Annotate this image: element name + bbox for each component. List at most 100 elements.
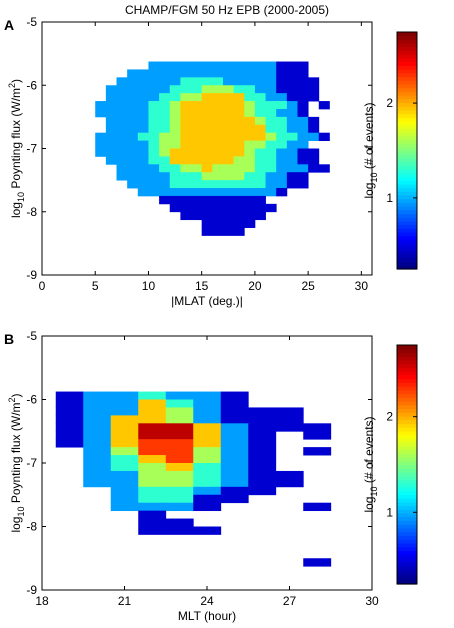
heatmap-cell xyxy=(222,101,235,110)
heatmap-cell xyxy=(222,219,235,228)
heatmap-cell xyxy=(137,69,149,78)
heatmap-cell xyxy=(127,77,139,86)
heatmap-cell xyxy=(55,431,84,440)
heatmap-cell xyxy=(297,148,309,157)
heatmap-cell xyxy=(180,101,192,110)
heatmap-cell xyxy=(297,85,309,94)
x-tick-label: 21 xyxy=(118,594,132,608)
heatmap-cell xyxy=(95,140,107,149)
heatmap-cell xyxy=(169,148,181,157)
heatmap-cell xyxy=(55,407,84,416)
heatmap-cell xyxy=(180,108,192,118)
colorbar-label: log10 (# of events) xyxy=(362,416,379,512)
heatmap-cell xyxy=(233,188,245,197)
heatmap-cell xyxy=(137,172,149,181)
heatmap-cell xyxy=(159,116,171,126)
colorbar-step xyxy=(397,183,417,189)
heatmap-cell xyxy=(286,93,298,102)
heatmap-cell xyxy=(212,69,224,78)
colorbar-step xyxy=(397,576,417,581)
heatmap-cell xyxy=(110,455,139,464)
heatmap-cell xyxy=(233,69,245,78)
colorbar-step xyxy=(397,198,417,203)
heatmap-cell xyxy=(248,439,277,448)
heatmap-cell xyxy=(318,164,330,173)
heatmap-cell xyxy=(116,148,128,157)
heatmap-cell xyxy=(148,132,160,141)
colorbar-step xyxy=(397,408,417,413)
colorbar-step xyxy=(397,57,417,63)
heatmap-cell xyxy=(180,124,192,134)
heatmap-cell xyxy=(286,180,298,189)
heatmap-cell xyxy=(148,116,160,126)
colorbar-step xyxy=(397,117,417,122)
heatmap-cell xyxy=(138,407,167,416)
heatmap-cell xyxy=(220,415,249,424)
colorbar-step xyxy=(397,54,417,59)
heatmap-cell xyxy=(212,124,224,134)
colorbar-step xyxy=(397,434,417,439)
heatmap-cell xyxy=(137,148,149,157)
heatmap-cell xyxy=(233,132,245,141)
colorbar-step xyxy=(397,423,417,428)
heatmap-cell xyxy=(55,439,84,448)
x-axis-label: |MLAT (deg.)| xyxy=(171,294,243,308)
heatmap-cell xyxy=(193,526,222,535)
heatmap-cell xyxy=(127,164,139,173)
colorbar-step xyxy=(397,180,417,185)
colorbar-step xyxy=(397,50,417,55)
heatmap-cell xyxy=(265,116,277,126)
colorbar-step xyxy=(397,106,417,111)
heatmap-cell xyxy=(180,132,192,141)
heatmap-cell xyxy=(180,195,192,205)
heatmap-cell xyxy=(265,108,277,118)
heatmap-cell xyxy=(276,172,288,181)
heatmap-cell xyxy=(212,180,224,189)
heatmap-cell xyxy=(201,93,213,102)
colorbar-step xyxy=(397,128,417,133)
y-label-log: log xyxy=(9,202,23,218)
heatmap-cell xyxy=(169,93,181,102)
x-tick-label: 18 xyxy=(35,594,49,608)
heatmap-cell xyxy=(83,470,112,480)
heatmap-cell xyxy=(110,399,139,408)
heatmap-cell xyxy=(165,494,194,504)
panel-a: A CHAMP/FGM 50 Hz EPB (2000-2005) 0 5 10 15 20… xyxy=(4,3,418,308)
heatmap-cell xyxy=(138,431,167,440)
heatmap-cell xyxy=(180,116,192,126)
heatmap-cell xyxy=(286,140,298,149)
heatmap-cell xyxy=(127,140,139,149)
heatmap-cell xyxy=(222,203,235,213)
heatmap-cell xyxy=(248,463,277,472)
heatmap-cell xyxy=(297,172,309,181)
heatmap-cell xyxy=(165,486,194,496)
colorbar-step xyxy=(397,363,417,368)
heatmap-cell xyxy=(148,172,160,181)
colorbar-step xyxy=(397,94,417,100)
heatmap-cell xyxy=(297,101,309,110)
heatmap-cell xyxy=(303,502,332,512)
heatmap-cell xyxy=(254,132,266,141)
heatmap-cell xyxy=(286,156,298,165)
colorbar-step xyxy=(397,457,417,462)
heatmap-cell xyxy=(137,180,149,189)
colorbar-step xyxy=(397,449,417,454)
colorbar-step xyxy=(397,546,417,551)
heatmap-cell xyxy=(308,116,320,126)
heatmap-cell xyxy=(201,188,213,197)
heatmap-cell xyxy=(212,116,224,126)
heatmap-cell xyxy=(233,148,245,157)
colorbar-step xyxy=(397,415,417,421)
heatmap-cell xyxy=(169,156,181,165)
colorbar-step xyxy=(397,471,417,477)
colorbar-step xyxy=(397,206,417,211)
heatmap-cell xyxy=(254,172,266,181)
colorbar-step xyxy=(397,187,417,192)
colorbar-step xyxy=(397,231,417,237)
heatmap-cell xyxy=(297,156,309,165)
heatmap-cell xyxy=(193,478,222,488)
heatmap-cell xyxy=(116,156,128,165)
heatmap-cell xyxy=(286,148,298,157)
colorbar-step xyxy=(397,404,417,410)
heatmap-cell xyxy=(110,470,139,480)
